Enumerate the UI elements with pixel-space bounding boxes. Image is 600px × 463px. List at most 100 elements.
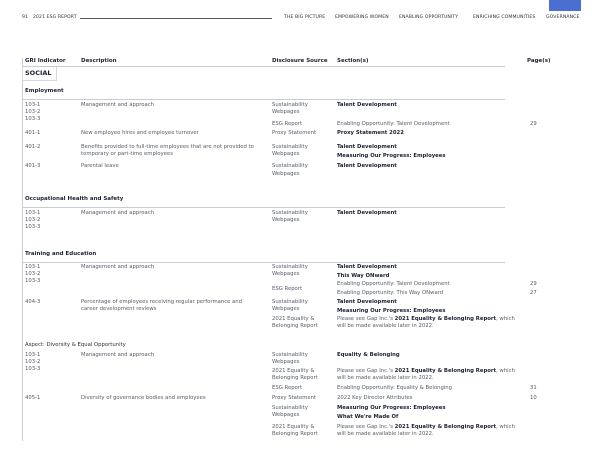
- source: Sustainability: [272, 299, 308, 305]
- source: Proxy Statement: [272, 130, 317, 136]
- description: Parental leave: [81, 163, 119, 169]
- description: career development reviews: [81, 306, 157, 312]
- nav-enabling-opportunity[interactable]: ENABLING OPPORTUNITY: [399, 15, 459, 20]
- description: Management and approach: [81, 102, 155, 108]
- gri-indicator: 103-3: [25, 116, 41, 122]
- page-number: 91: [22, 15, 29, 20]
- divider: [22, 207, 505, 208]
- gri-indicator: 103-1: [25, 210, 41, 216]
- page-ref: 10: [530, 395, 537, 401]
- section-link[interactable]: Measuring Our Progress: Employees: [337, 405, 446, 411]
- accent-tab: [549, 0, 581, 11]
- source: 2021 Equality &: [272, 424, 315, 430]
- source: ESG Report: [272, 385, 303, 391]
- section-link[interactable]: Measuring Our Progress: Employees: [337, 153, 446, 159]
- source: 2021 Equality &: [272, 316, 315, 322]
- nav-governance[interactable]: GOVERNANCE: [546, 15, 580, 20]
- source: Webpages: [272, 412, 300, 418]
- gri-indicator: 103-2: [25, 109, 41, 115]
- header-rule: [80, 17, 272, 19]
- description: Management and approach: [81, 352, 155, 358]
- section-ohs: Occupational Health and Safety: [25, 196, 124, 202]
- section-link[interactable]: Talent Development: [337, 299, 397, 305]
- report-link[interactable]: 2021 Equality & Belonging Report: [394, 368, 497, 374]
- section: Enabling Opportunity: Talent Development: [337, 281, 450, 287]
- gri-indicator: 103-3: [25, 366, 41, 372]
- section-note: Please see Gap Inc.'s 2021 Equality & Be…: [337, 316, 515, 322]
- gri-indicator: 401-1: [25, 130, 41, 136]
- section: Enabling Opportunity: Talent Development: [337, 121, 450, 127]
- col-source: Disclosure Source: [272, 58, 328, 64]
- section-link[interactable]: Talent Development: [337, 144, 397, 150]
- category-box: [22, 67, 57, 81]
- gri-indicator: 103-3: [25, 224, 41, 230]
- page-ref: 27: [530, 290, 537, 296]
- source: Sustainability: [272, 210, 308, 216]
- description: Benefits provided to full-time employees…: [81, 144, 254, 150]
- source: 2021 Equality &: [272, 368, 315, 374]
- section-link[interactable]: Equality & Belonging: [337, 352, 400, 358]
- section-note: will be made available later in 2022.: [337, 431, 434, 437]
- col-description: Description: [81, 58, 117, 64]
- section-link[interactable]: Talent Development: [337, 264, 397, 270]
- source: Belonging Report: [272, 323, 318, 329]
- gri-indicator: 401-3: [25, 163, 41, 169]
- source: Sustainability: [272, 163, 308, 169]
- section-note: Please see Gap Inc.'s 2021 Equality & Be…: [337, 424, 515, 430]
- divider: [22, 262, 505, 263]
- divider: [22, 66, 505, 67]
- section-link[interactable]: Talent Development: [337, 210, 397, 216]
- gri-indicator: 103-1: [25, 352, 41, 358]
- col-sections: Section(s): [337, 58, 369, 64]
- divider: [22, 99, 505, 100]
- nav-empowering-women[interactable]: EMPOWERING WOMEN: [335, 15, 389, 20]
- description: temporary or part-time employees: [81, 151, 173, 157]
- source: Webpages: [272, 151, 300, 157]
- page-ref: 29: [530, 281, 537, 287]
- source: Webpages: [272, 271, 300, 277]
- section: Enabling Opportunity: This Way ONward: [337, 290, 444, 296]
- section-diversity: Aspect: Diversity & Equal Opportunity: [25, 342, 126, 348]
- table-left-rule: [22, 58, 23, 441]
- gri-indicator: 404-3: [25, 299, 41, 305]
- section-link[interactable]: What We're Made Of: [337, 414, 399, 420]
- source: ESG Report: [272, 286, 303, 292]
- report-title: 2021 ESG REPORT: [33, 15, 77, 20]
- section-link[interactable]: Talent Development: [337, 102, 397, 108]
- section-link[interactable]: Measuring Our Progress: Employees: [337, 308, 446, 314]
- source: Webpages: [272, 359, 300, 365]
- description: Percentage of employees receiving regula…: [81, 299, 243, 305]
- section-link[interactable]: This Way ONward: [337, 273, 390, 279]
- source: Webpages: [272, 109, 300, 115]
- source: Webpages: [272, 306, 300, 312]
- report-link[interactable]: 2021 Equality & Belonging Report: [394, 316, 497, 322]
- gri-indicator: 401-2: [25, 144, 41, 150]
- report-link[interactable]: 2021 Equality & Belonging Report: [394, 424, 497, 430]
- section-note: will be made available later in 2022.: [337, 323, 434, 329]
- col-gri: GRI Indicator: [25, 58, 66, 64]
- description: New employee hires and employee turnover: [81, 130, 199, 136]
- section-training: Training and Education: [25, 251, 97, 257]
- nav-enriching-communities[interactable]: ENRICHING COMMUNITIES: [473, 15, 536, 20]
- section-note: will be made available later in 2022.: [337, 375, 434, 381]
- gri-indicator: 103-3: [25, 278, 41, 284]
- section-employment: Employment: [25, 88, 64, 94]
- section: 2022 Key Director Attributes: [337, 395, 413, 401]
- nav-big-picture[interactable]: THE BIG PICTURE: [284, 15, 326, 20]
- section-link[interactable]: Proxy Statement 2022: [337, 130, 404, 136]
- source: Proxy Statement: [272, 395, 317, 401]
- description: Management and approach: [81, 264, 155, 270]
- gri-indicator: 103-2: [25, 271, 41, 277]
- page-ref: 31: [530, 385, 537, 391]
- section-note: Please see Gap Inc.'s 2021 Equality & Be…: [337, 368, 515, 374]
- source: Sustainability: [272, 352, 308, 358]
- gri-indicator: 405-1: [25, 395, 41, 401]
- source: Belonging Report: [272, 431, 318, 437]
- source: Belonging Report: [272, 375, 318, 381]
- section-link[interactable]: Talent Development: [337, 163, 397, 169]
- gri-indicator: 103-1: [25, 102, 41, 108]
- source: Webpages: [272, 171, 300, 177]
- page-ref: 29: [530, 121, 537, 127]
- source: Webpages: [272, 217, 300, 223]
